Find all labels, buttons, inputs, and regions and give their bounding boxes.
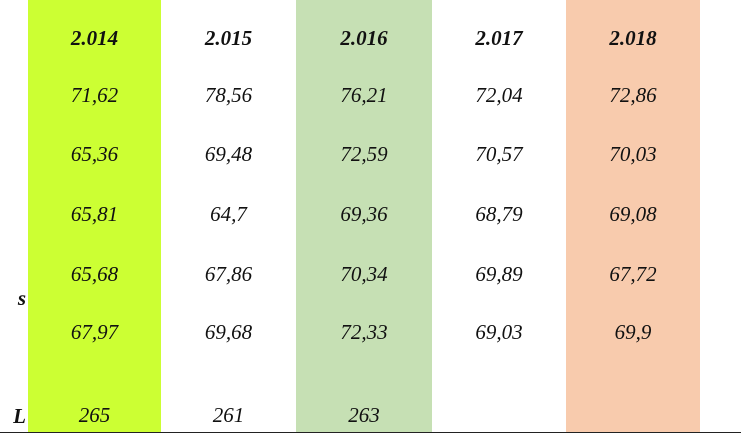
table-cell: [700, 314, 741, 374]
table-cell: 69,36: [296, 196, 433, 257]
cell-value: 263: [348, 403, 380, 427]
table-cell: 261: [161, 373, 297, 433]
row-label: s: [17, 286, 26, 310]
table-cell: [0, 136, 29, 197]
table-cell: [700, 373, 741, 433]
table-cell: 78,56: [161, 77, 297, 137]
table-cell: [432, 373, 567, 433]
table-cell: 72,33: [296, 314, 433, 374]
cell-value: 69,48: [204, 142, 253, 166]
header-cell: [700, 0, 741, 78]
table-cell: [0, 77, 29, 137]
cell-value: 69,36: [340, 202, 388, 226]
column-header: 2.014: [70, 26, 119, 50]
table-cell: [700, 196, 741, 257]
table-cell: [0, 196, 29, 257]
column-header: 2.017: [475, 26, 523, 50]
table-cell: 71,62: [28, 77, 162, 137]
cell-value: 265: [78, 403, 111, 427]
header-cell: 2.015: [161, 0, 297, 78]
header-cell: 2.016: [296, 0, 433, 78]
column-header: 2.015: [204, 26, 253, 50]
cell-value: 78,56: [204, 83, 253, 107]
cell-value: 71,62: [70, 83, 119, 107]
table-cell: 64,7: [161, 196, 297, 257]
row-label: L: [13, 404, 26, 428]
header-cell: 2.014: [28, 0, 162, 78]
cell-value: 72,59: [340, 142, 388, 166]
cell-value: 69,03: [475, 320, 523, 344]
table-cell: s: [0, 256, 29, 315]
column-header: 2.016: [340, 26, 388, 50]
table-cell: 69,68: [161, 314, 297, 374]
table-cell: [700, 77, 741, 137]
cell-value: 67,97: [70, 320, 119, 344]
cell-value: 67,72: [609, 262, 657, 286]
header-cell: 2.017: [432, 0, 567, 78]
cell-value: 70,57: [475, 142, 523, 166]
cell-value: 72,86: [609, 83, 657, 107]
cell-value: 70,03: [609, 142, 657, 166]
table-cell: 72,59: [296, 136, 433, 197]
table-cell: 72,04: [432, 77, 567, 137]
table-cell: 67,86: [161, 256, 297, 315]
table-cell: 70,34: [296, 256, 433, 315]
table-cell: 69,48: [161, 136, 297, 197]
table-cell: [0, 314, 29, 374]
cell-value: 72,33: [340, 320, 388, 344]
cell-value: 67,86: [204, 262, 253, 286]
table-cell: [566, 373, 701, 433]
column-header: 2.018: [609, 26, 657, 50]
cell-value: 69,08: [609, 202, 657, 226]
cell-value: 65,81: [70, 202, 119, 226]
cell-value: 68,79: [475, 202, 523, 226]
table-cell: 265: [28, 373, 162, 433]
table-cell: 76,21: [296, 77, 433, 137]
table-cell: [700, 256, 741, 315]
cell-value: 69,68: [204, 320, 253, 344]
table-cell: 263: [296, 373, 433, 433]
table-cell: 69,03: [432, 314, 567, 374]
cell-value: 69,89: [475, 262, 523, 286]
table-cell: 65,68: [28, 256, 162, 315]
table-cell: L: [0, 373, 29, 433]
table-cell: 65,36: [28, 136, 162, 197]
cell-value: 65,36: [70, 142, 119, 166]
cell-value: 72,04: [475, 83, 523, 107]
table-cell: 72,86: [566, 77, 701, 137]
cell-value: 64,7: [210, 202, 247, 226]
table-cell: 69,89: [432, 256, 567, 315]
cell-value: 76,21: [340, 83, 388, 107]
table-cell: 69,9: [566, 314, 701, 374]
cell-value: 69,9: [614, 320, 652, 344]
header-cell: 2.018: [566, 0, 701, 78]
cell-value: 65,68: [70, 262, 119, 286]
cell-value: 261: [212, 403, 245, 427]
table-cell: 70,57: [432, 136, 567, 197]
table-cell: 69,08: [566, 196, 701, 257]
table-cell: 67,97: [28, 314, 162, 374]
table-cell: 68,79: [432, 196, 567, 257]
header-cell: [0, 0, 29, 78]
table-cell: 67,72: [566, 256, 701, 315]
table-cell: 70,03: [566, 136, 701, 197]
cell-value: 70,34: [340, 262, 388, 286]
table-cell: 65,81: [28, 196, 162, 257]
table-cell: [700, 136, 741, 197]
